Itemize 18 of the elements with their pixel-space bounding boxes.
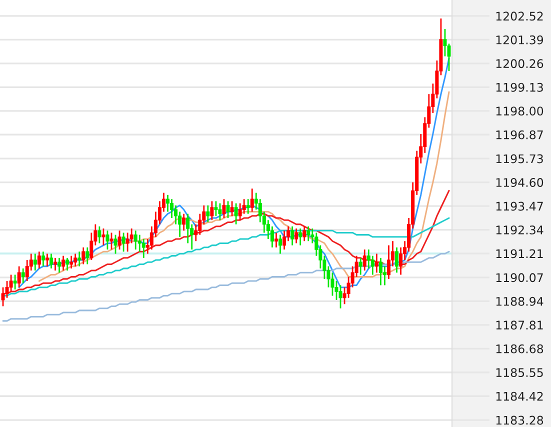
y-tick-label: 1201.39	[496, 35, 544, 44]
y-tick-label: 1186.68	[496, 344, 544, 354]
y-tick-label: 1193.47	[496, 202, 543, 211]
y-tick-label: 1195.73	[496, 154, 543, 164]
y-tick-label: 1191.21	[496, 249, 543, 258]
y-tick-label: 1190.07	[496, 273, 543, 282]
y-tick-label: 1200.26	[496, 59, 544, 68]
y-tick-label: 1192.34	[496, 226, 544, 234]
y-tick-label: 1196.87	[496, 130, 543, 140]
y-tick-label: 1187.81	[496, 320, 543, 330]
y-tick-label: 1194.60	[496, 178, 544, 187]
y-tick-label: 1202.52	[496, 12, 543, 21]
y-tick-label: 1183.28	[496, 416, 544, 425]
y-tick-label: 1198.00	[496, 106, 544, 116]
y-tick-label: 1184.42	[496, 392, 543, 401]
y-tick-label: 1185.55	[496, 368, 543, 378]
y-tick-label: 1199.13	[496, 82, 543, 92]
y-tick-label: 1188.94	[496, 296, 544, 306]
